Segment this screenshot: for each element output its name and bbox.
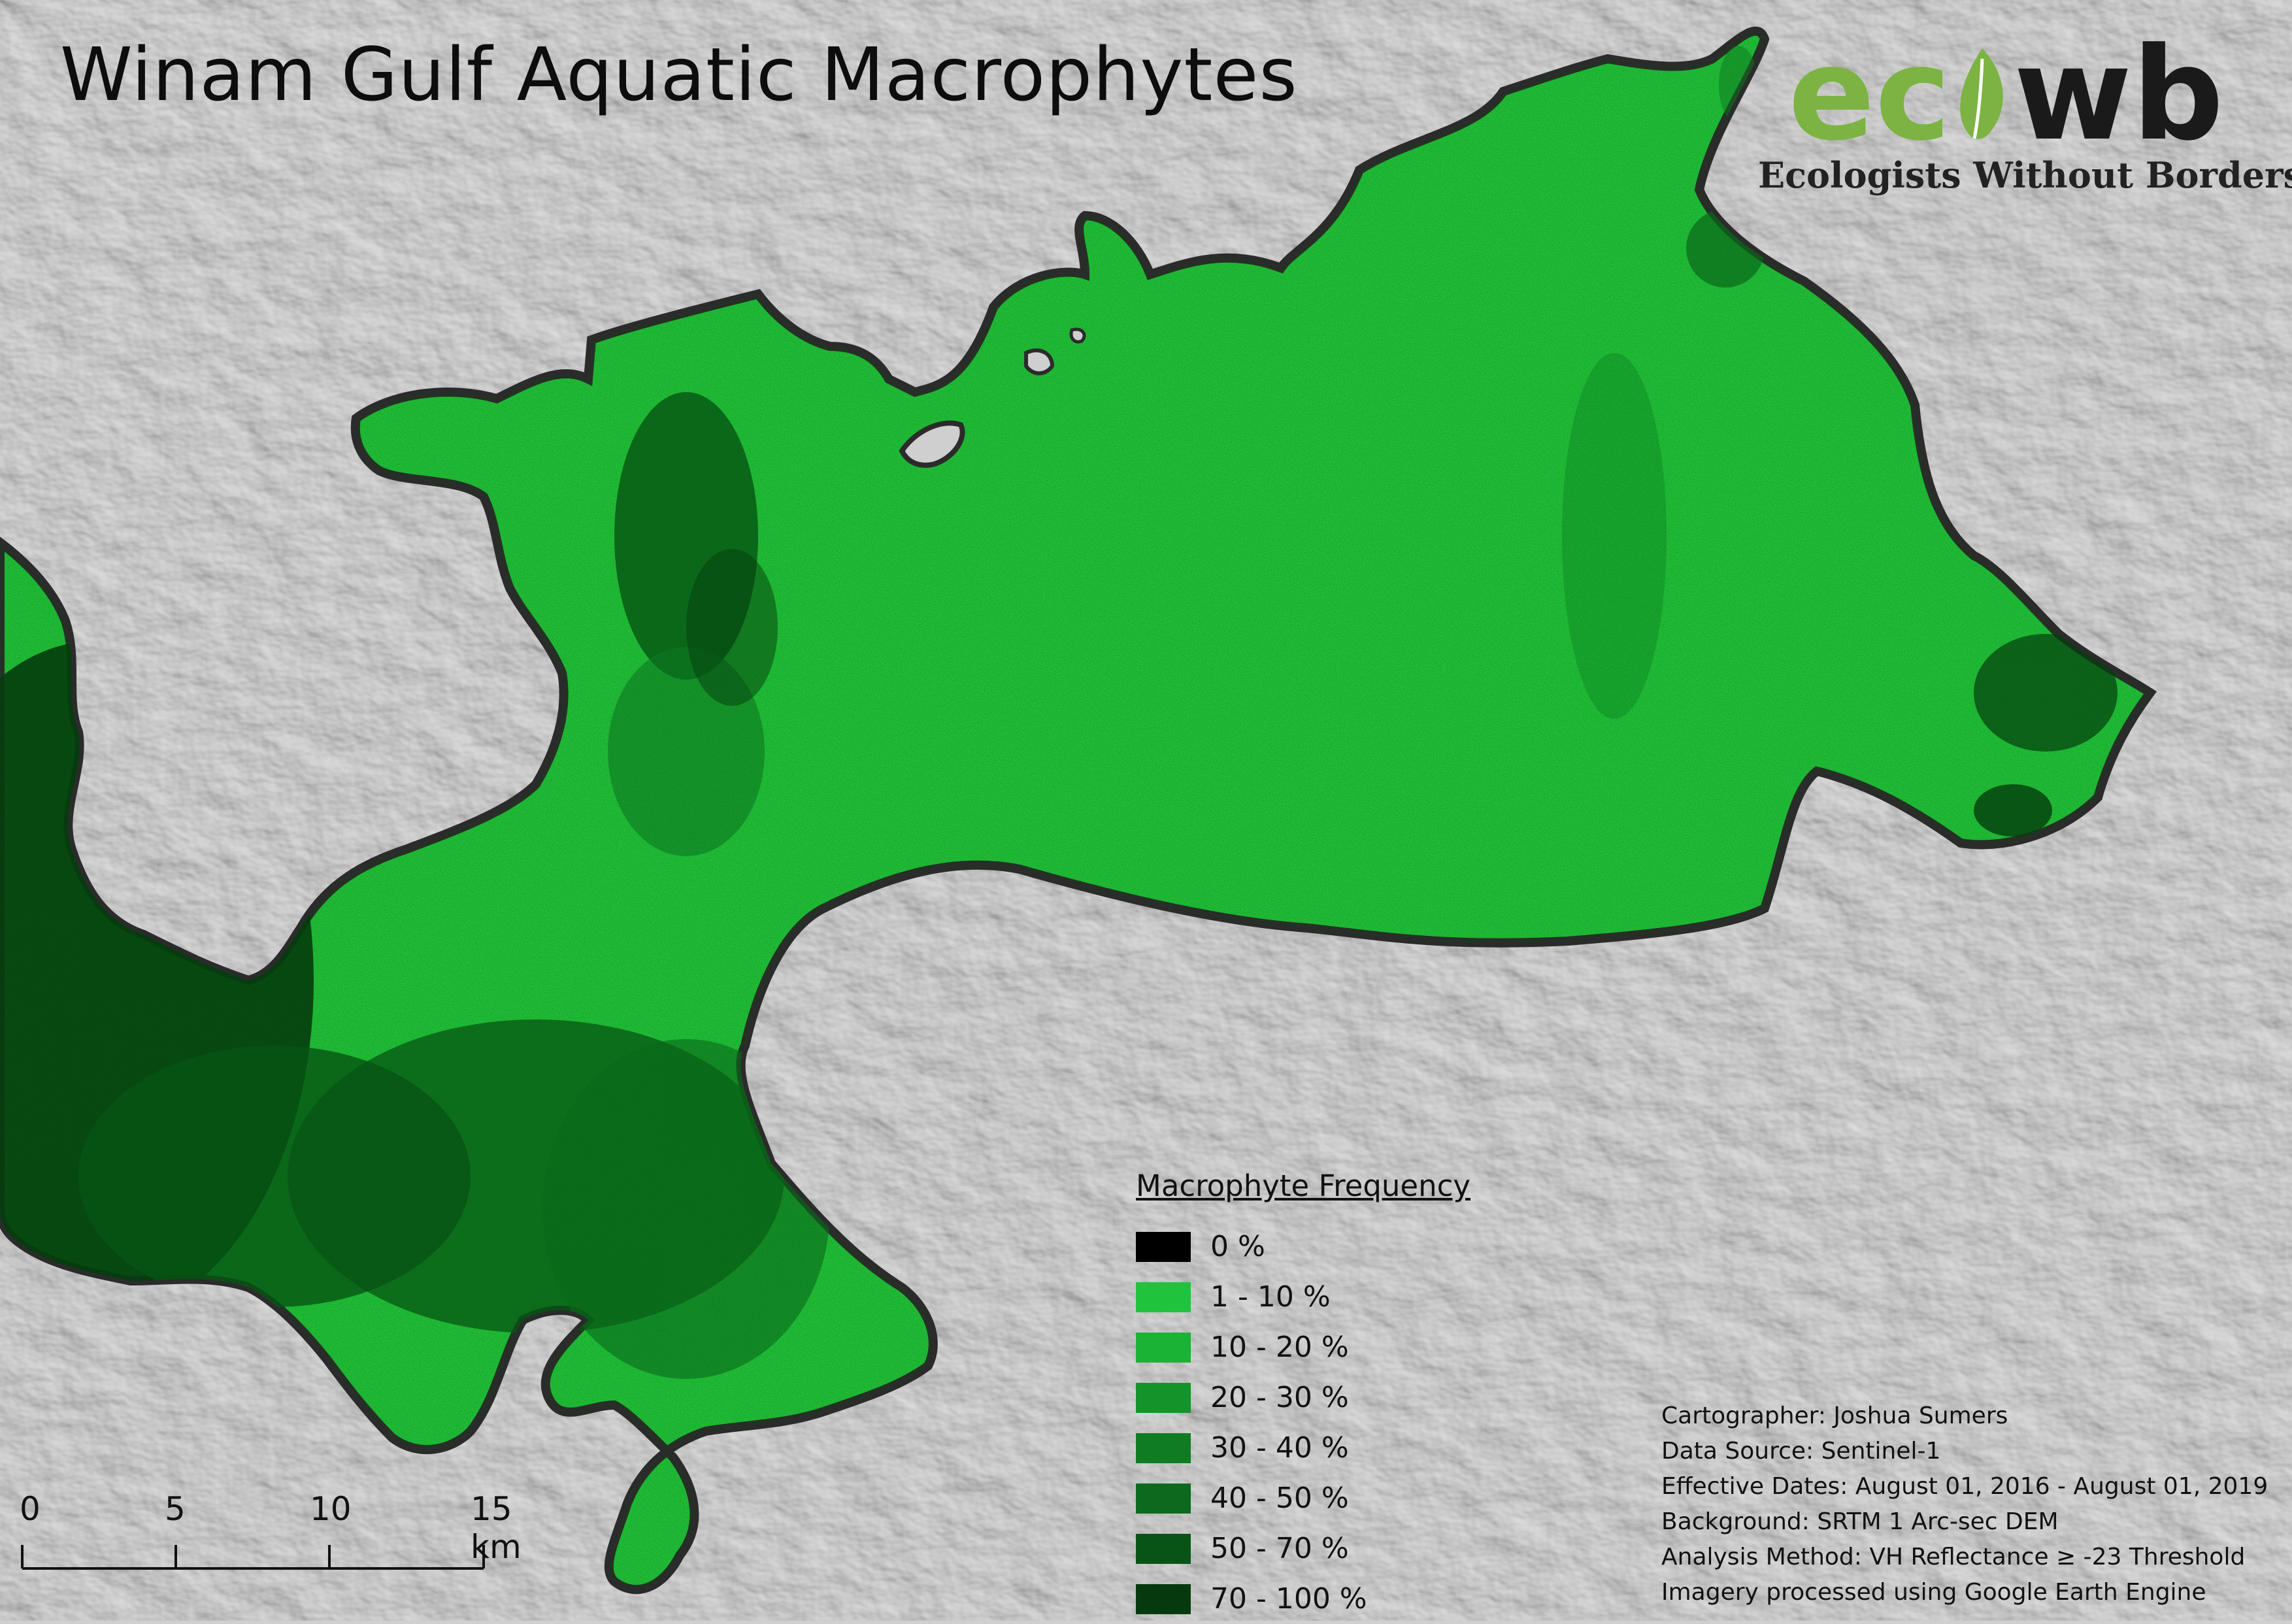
legend-swatch (1136, 1533, 1191, 1564)
legend-label: 1 - 10 % (1210, 1280, 1331, 1314)
legend-item: 1 - 10 % (1136, 1272, 1470, 1322)
legend-item: 70 - 100 % (1136, 1574, 1470, 1624)
legend-item: 40 - 50 % (1136, 1473, 1470, 1523)
scale-tick-label: 5 (165, 1490, 186, 1528)
cartographer-credit: Cartographer: Joshua Sumers (1661, 1402, 2008, 1429)
island (1069, 327, 1086, 344)
scale-tick-label: 15 km (471, 1490, 522, 1566)
effective-dates-credit: Effective Dates: August 01, 2016 - Augus… (1661, 1473, 2268, 1500)
legend-swatch (1136, 1483, 1191, 1514)
scale-tick-label: 10 (310, 1490, 352, 1528)
processing-credit: Imagery processed using Google Earth Eng… (1661, 1579, 2206, 1606)
leaf-icon (1960, 48, 2003, 139)
legend-label: 10 - 20 % (1210, 1331, 1349, 1364)
legend-item: 50 - 70 % (1136, 1523, 1470, 1574)
legend-label: 30 - 40 % (1210, 1431, 1349, 1465)
legend-item: 10 - 20 % (1136, 1322, 1470, 1372)
map-credits: Cartographer: Joshua Sumers Data Source:… (1661, 1399, 2268, 1610)
logo-wb-text: wb (2014, 20, 2224, 169)
scale-bar-graphic (21, 1545, 485, 1570)
legend-swatch (1136, 1382, 1191, 1413)
legend-classes: 0 % 1 - 10 % 10 - 20 % 20 - 30 % 30 - 40… (1136, 1221, 1470, 1624)
legend-swatch (1136, 1282, 1191, 1312)
legend-swatch (1136, 1332, 1191, 1363)
ecowb-logo: ec wb Ecologists Without Borders (1758, 26, 2292, 209)
analysis-method-credit: Analysis Method: VH Reflectance ≥ -23 Th… (1661, 1544, 2246, 1570)
legend-item: 30 - 40 % (1136, 1423, 1470, 1473)
legend-swatch (1136, 1583, 1191, 1614)
legend-item: 0 % (1136, 1221, 1470, 1272)
logo-wordmark: ec wb (1788, 26, 2224, 163)
legend: Macrophyte Frequency 0 % 1 - 10 % 10 - 2… (1136, 1168, 1470, 1624)
legend-label: 20 - 30 % (1210, 1381, 1349, 1414)
legend-item: 20 - 30 % (1136, 1372, 1470, 1423)
island (1024, 348, 1055, 376)
legend-label: 40 - 50 % (1210, 1482, 1349, 1515)
scale-bar: 0 5 10 15 km (20, 1490, 522, 1575)
background-credit: Background: SRTM 1 Arc-sec DEM (1661, 1508, 2059, 1535)
scale-tick-label: 0 (20, 1490, 41, 1528)
legend-label: 50 - 70 % (1210, 1532, 1349, 1565)
logo-tagline: Ecologists Without Borders (1758, 154, 2292, 196)
legend-title: Macrophyte Frequency (1136, 1168, 1471, 1203)
legend-swatch (1136, 1433, 1191, 1463)
data-source-credit: Data Source: Sentinel-1 (1661, 1438, 1941, 1465)
legend-swatch (1136, 1231, 1191, 1262)
logo-eco-text: ec (1788, 20, 1952, 169)
legend-label: 0 % (1210, 1230, 1265, 1263)
legend-label: 70 - 100 % (1210, 1582, 1367, 1616)
map-title: Winam Gulf Aquatic Macrophytes (60, 33, 1298, 118)
island (899, 420, 965, 468)
